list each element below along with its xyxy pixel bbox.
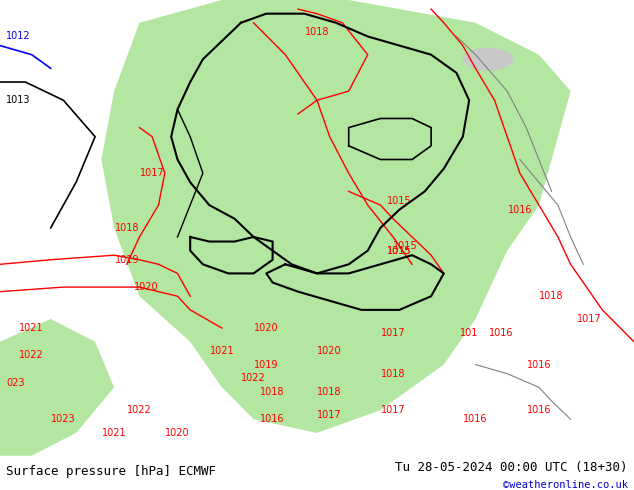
Text: 1017: 1017 — [381, 405, 405, 415]
Text: 1012: 1012 — [6, 31, 31, 41]
Text: 1020: 1020 — [165, 428, 190, 438]
Text: 1015: 1015 — [387, 196, 411, 205]
Polygon shape — [0, 319, 114, 456]
Text: 1020: 1020 — [318, 346, 342, 356]
Text: 1017: 1017 — [578, 314, 602, 324]
Text: 1018: 1018 — [540, 291, 564, 301]
Text: 1022: 1022 — [127, 405, 152, 415]
Text: 1020: 1020 — [134, 282, 158, 292]
Text: 1022: 1022 — [241, 373, 266, 383]
Text: 1017: 1017 — [381, 328, 405, 338]
Polygon shape — [101, 0, 571, 433]
Text: 1019: 1019 — [115, 255, 139, 265]
Text: 1021: 1021 — [102, 428, 126, 438]
Text: 1018: 1018 — [381, 368, 405, 379]
Text: 1015: 1015 — [394, 241, 418, 251]
Text: 1021: 1021 — [210, 346, 234, 356]
Text: 1016: 1016 — [261, 414, 285, 424]
Text: 023: 023 — [6, 378, 25, 388]
Text: 1017: 1017 — [140, 168, 164, 178]
Text: 1016: 1016 — [489, 328, 513, 338]
Text: 1016: 1016 — [527, 405, 551, 415]
Text: 1016: 1016 — [508, 205, 532, 215]
Text: 1016: 1016 — [463, 414, 488, 424]
Text: Surface pressure [hPa] ECMWF: Surface pressure [hPa] ECMWF — [6, 465, 216, 478]
Text: 1018: 1018 — [305, 27, 329, 37]
Text: 1018: 1018 — [115, 223, 139, 233]
Text: 1016: 1016 — [527, 360, 551, 369]
Text: 101: 101 — [460, 328, 478, 338]
Text: 1023: 1023 — [51, 414, 75, 424]
Text: 1020: 1020 — [254, 323, 278, 333]
Ellipse shape — [463, 48, 514, 71]
Text: 1017: 1017 — [318, 410, 342, 420]
Text: ©weatheronline.co.uk: ©weatheronline.co.uk — [503, 480, 628, 490]
Text: 1013: 1013 — [6, 95, 31, 105]
Text: 1015: 1015 — [387, 245, 411, 256]
Text: 1019: 1019 — [254, 360, 278, 369]
Text: 1022: 1022 — [19, 350, 44, 361]
Text: 1018: 1018 — [318, 387, 342, 397]
Text: 1021: 1021 — [20, 323, 44, 333]
Text: Tu 28-05-2024 00:00 UTC (18+30): Tu 28-05-2024 00:00 UTC (18+30) — [395, 461, 628, 474]
Text: 1018: 1018 — [261, 387, 285, 397]
Text: 1015: 1015 — [387, 245, 411, 256]
